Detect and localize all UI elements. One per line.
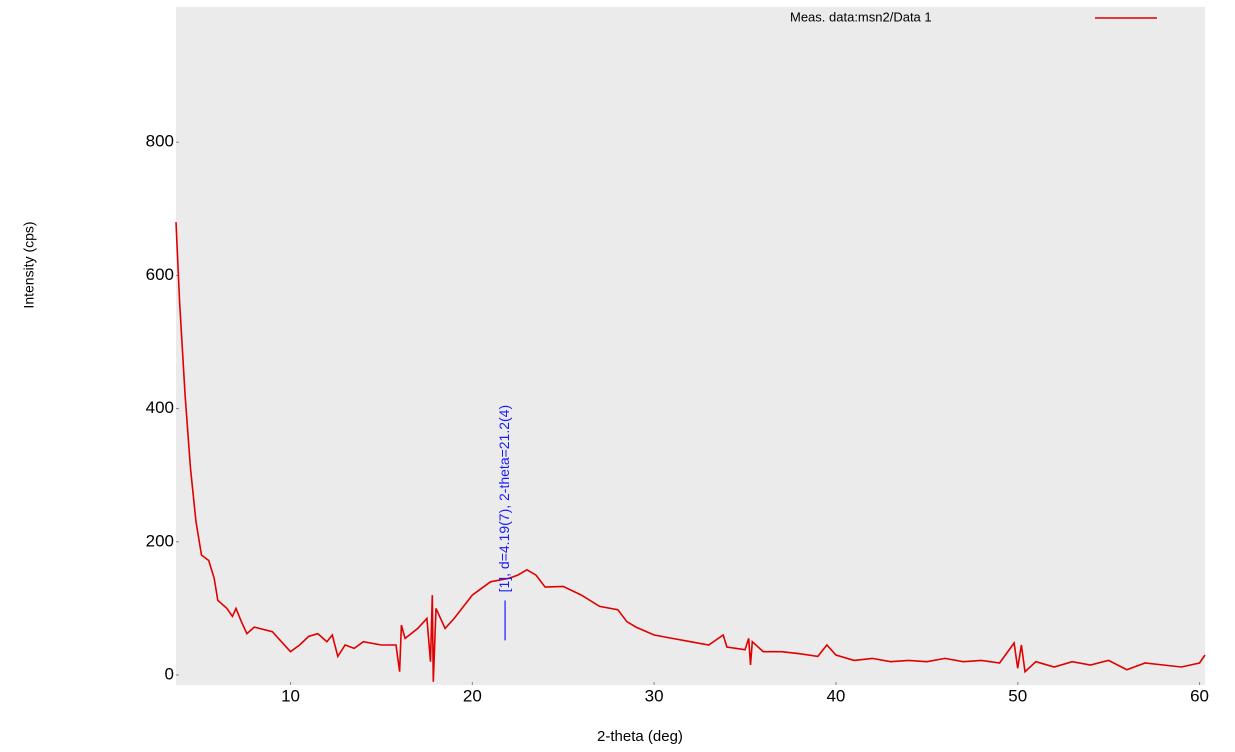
- y-tick-label: 400: [146, 398, 174, 417]
- x-tick-label: 60: [1190, 686, 1209, 705]
- x-tick-label: 30: [645, 686, 664, 705]
- y-tick-label: 0: [165, 664, 174, 683]
- x-axis-label: 2-theta (deg): [597, 728, 683, 745]
- annotation-text: [1], d=4.19(7), 2-theta=21.2(4): [496, 405, 512, 593]
- x-tick-label: 50: [1008, 686, 1027, 705]
- x-tick-label: 20: [463, 686, 482, 705]
- data-line: [175, 222, 1206, 682]
- legend-label: Meas. data:msn2/Data 1: [790, 9, 932, 24]
- y-tick-label: 200: [146, 531, 174, 550]
- y-tick-label: 600: [146, 265, 174, 284]
- x-tick-label: 40: [826, 686, 845, 705]
- x-tick-label: 10: [281, 686, 300, 705]
- plot-area: [176, 7, 1205, 685]
- y-tick-label: 800: [146, 132, 174, 151]
- y-axis-label: Intensity (cps): [21, 221, 37, 308]
